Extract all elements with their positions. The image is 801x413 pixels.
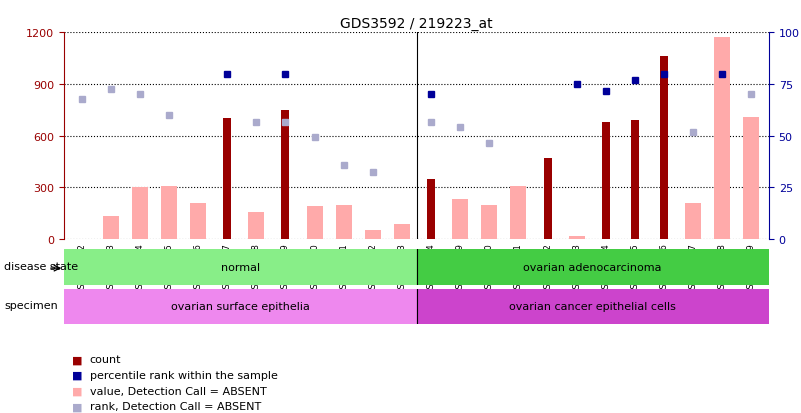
Bar	[660, 57, 668, 240]
Text: ■: ■	[72, 401, 83, 411]
Text: normal: normal	[221, 262, 260, 273]
Bar	[223, 119, 231, 240]
Bar	[132, 188, 148, 240]
Text: specimen: specimen	[4, 301, 58, 311]
FancyBboxPatch shape	[417, 250, 769, 285]
Text: rank, Detection Call = ABSENT: rank, Detection Call = ABSENT	[90, 401, 261, 411]
Text: value, Detection Call = ABSENT: value, Detection Call = ABSENT	[90, 386, 267, 396]
Text: percentile rank within the sample: percentile rank within the sample	[90, 370, 278, 380]
Bar	[336, 206, 352, 240]
FancyBboxPatch shape	[417, 289, 769, 324]
Bar	[544, 159, 552, 240]
Bar	[481, 205, 497, 240]
Text: ovarian surface epithelia: ovarian surface epithelia	[171, 301, 310, 312]
Bar	[103, 216, 119, 240]
Bar	[602, 123, 610, 240]
Bar	[364, 230, 380, 240]
FancyBboxPatch shape	[64, 250, 417, 285]
Bar	[307, 207, 323, 240]
Bar	[569, 236, 585, 240]
Bar	[714, 38, 731, 240]
Title: GDS3592 / 219223_at: GDS3592 / 219223_at	[340, 17, 493, 31]
Bar	[453, 199, 469, 240]
Bar	[427, 179, 435, 240]
Text: ovarian adenocarcinoma: ovarian adenocarcinoma	[524, 262, 662, 273]
Bar	[510, 186, 526, 240]
Bar	[394, 225, 410, 240]
Text: ■: ■	[72, 354, 83, 364]
Text: ovarian cancer epithelial cells: ovarian cancer epithelial cells	[509, 301, 676, 312]
Text: count: count	[90, 354, 121, 364]
Bar	[161, 186, 177, 240]
Bar	[281, 110, 289, 240]
Text: disease state: disease state	[4, 261, 78, 271]
Bar	[631, 121, 639, 240]
Text: ■: ■	[72, 370, 83, 380]
Bar	[248, 213, 264, 240]
Text: ■: ■	[72, 386, 83, 396]
Bar	[743, 117, 759, 240]
FancyBboxPatch shape	[64, 289, 417, 324]
Bar	[190, 204, 206, 240]
Bar	[685, 204, 701, 240]
